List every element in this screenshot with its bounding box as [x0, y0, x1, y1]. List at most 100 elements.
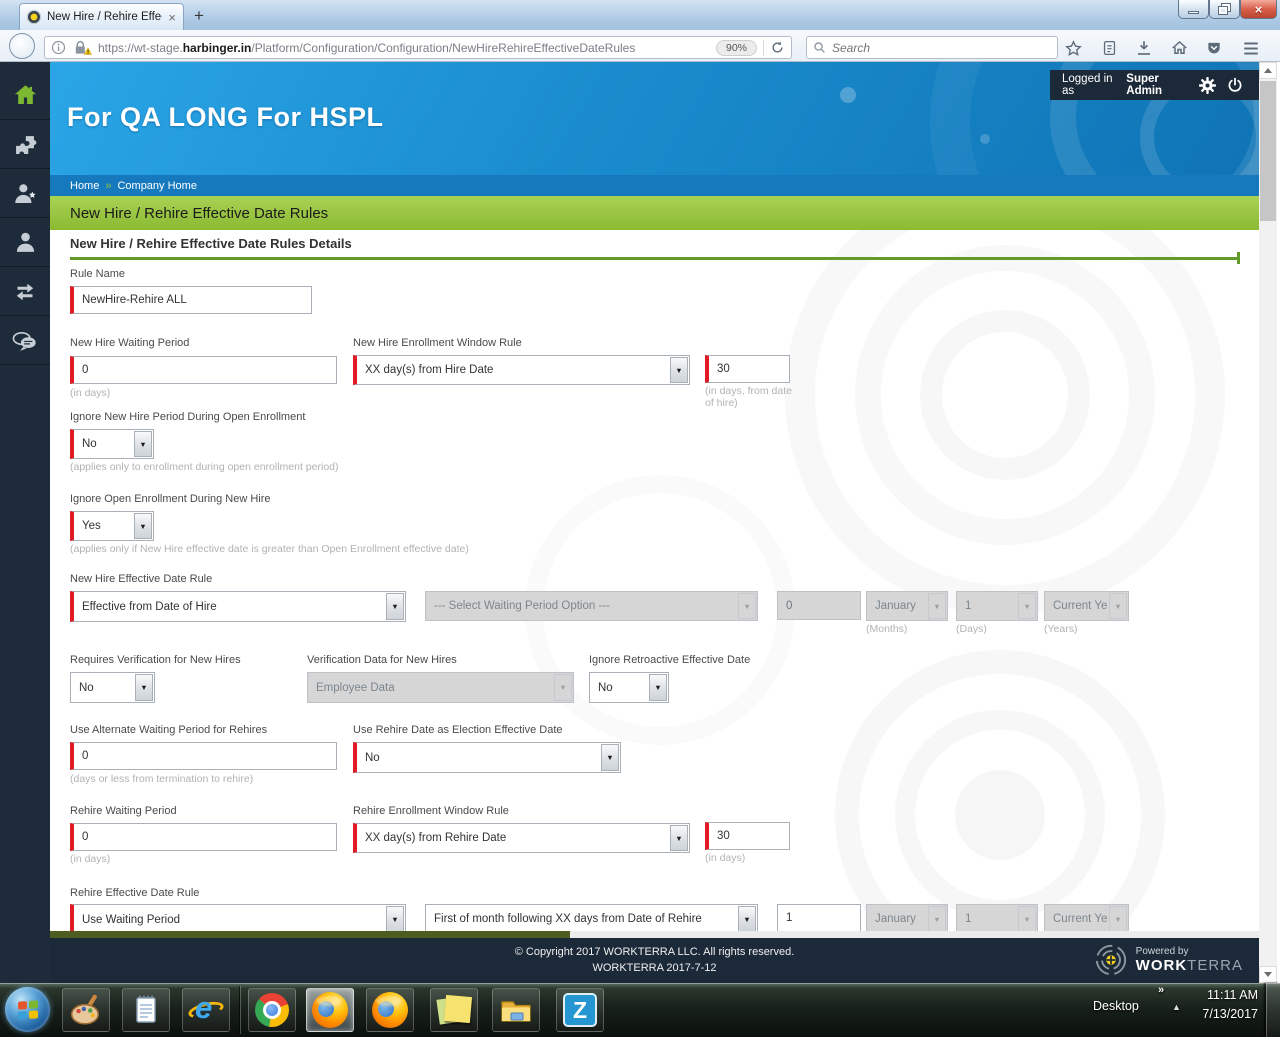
back-button[interactable]	[9, 33, 35, 59]
taskbar-chrome[interactable]	[248, 988, 296, 1032]
field-hint: (Days)	[956, 623, 987, 635]
chrome-icon	[255, 993, 289, 1027]
scrollbar-thumb[interactable]	[1260, 81, 1276, 221]
rehire-date-election-label: Use Rehire Date as Election Effective Da…	[353, 724, 563, 736]
rehire-waiting-period-input[interactable]	[70, 823, 337, 851]
ignore-open-enrollment-select[interactable]: Yes ▼	[70, 511, 154, 541]
requires-verification-select[interactable]: No ▼	[70, 672, 155, 703]
scroll-up-button[interactable]	[1259, 62, 1277, 79]
window-restore-button[interactable]	[1209, 0, 1240, 19]
show-hidden-icons-arrow[interactable]: ▲	[1172, 1002, 1181, 1012]
rehire-enrollment-window-rule-select[interactable]: XX day(s) from Rehire Date ▼	[353, 823, 690, 853]
pocket-icon[interactable]	[1203, 38, 1225, 58]
window-minimize-button[interactable]	[1178, 0, 1209, 19]
zoom-level-badge[interactable]: 90%	[715, 39, 757, 56]
alternate-waiting-period-input[interactable]	[70, 742, 337, 770]
settings-gear-icon[interactable]	[1195, 76, 1219, 94]
browser-tab[interactable]: New Hire / Rehire Effective D ×	[19, 3, 184, 30]
taskbar-firefox-active[interactable]	[306, 988, 354, 1032]
desktop-toolbar[interactable]: Desktop	[1093, 999, 1139, 1013]
new-hire-window-days-input[interactable]	[705, 355, 790, 383]
ignore-retroactive-select[interactable]: No ▼	[589, 672, 669, 703]
taskbar-paint[interactable]	[62, 988, 110, 1032]
new-tab-button[interactable]: +	[194, 6, 204, 25]
clock-time[interactable]: 11:11 AM	[1207, 988, 1258, 1002]
search-box[interactable]	[806, 36, 1058, 59]
reload-icon[interactable]	[770, 40, 785, 55]
taskbar-internet-explorer[interactable]: e	[182, 988, 230, 1032]
taskbar-z-app[interactable]: Z	[556, 988, 604, 1032]
banner-decoration-ring	[930, 62, 1259, 175]
transfer-arrows-icon	[16, 283, 34, 300]
sidebar-item-employee[interactable]	[0, 218, 50, 267]
watermark-ring	[955, 770, 1045, 860]
rehire-rule-option-select[interactable]: First of month following XX days from Da…	[425, 904, 758, 934]
tab-title: New Hire / Rehire Effective D	[47, 11, 162, 23]
dropdown-arrow-icon: ▼	[554, 674, 572, 701]
bookmark-star-icon[interactable]	[1062, 38, 1084, 58]
banner-decoration-dot	[980, 134, 990, 144]
rule-name-input[interactable]	[70, 286, 312, 314]
ignore-new-hire-period-select[interactable]: No ▼	[70, 429, 154, 459]
re-extra-days-input[interactable]	[777, 904, 861, 932]
taskbar-firefox[interactable]	[366, 988, 414, 1032]
breadcrumb-current-link[interactable]: Company Home	[117, 179, 197, 192]
menu-hamburger-icon[interactable]	[1240, 38, 1262, 58]
new-hire-enrollment-window-rule-select[interactable]: XX day(s) from Hire Date ▼	[353, 355, 690, 385]
puzzle-icon	[16, 135, 37, 154]
copyright-line: © Copyright 2017 WORKTERRA LLC. All righ…	[514, 946, 795, 958]
url-bar[interactable]: https://wt-stage.harbinger.in/Platform/C…	[44, 36, 792, 59]
logged-in-bar: Logged in as Super Admin	[1050, 70, 1259, 100]
nh-extra-days-input-disabled	[777, 591, 861, 620]
tab-close-icon[interactable]: ×	[168, 9, 176, 25]
clock-date[interactable]: 7/13/2017	[1202, 1007, 1258, 1021]
taskbar-file-explorer[interactable]	[492, 988, 540, 1032]
taskbar-notepad[interactable]	[122, 988, 170, 1032]
select-value: 1	[965, 913, 972, 925]
scroll-down-button[interactable]	[1259, 966, 1277, 983]
watermark-ring	[920, 310, 1090, 480]
sidebar-item-messages[interactable]	[0, 316, 50, 365]
reading-list-icon[interactable]	[1098, 38, 1120, 58]
rehire-window-days-input[interactable]	[705, 822, 790, 850]
verification-data-select-disabled: Employee Data ▼	[307, 672, 574, 703]
select-value: Employee Data	[316, 681, 395, 694]
toolbar-overflow-chevron[interactable]: »	[1158, 984, 1165, 996]
url-text[interactable]: https://wt-stage.harbinger.in/Platform/C…	[98, 41, 710, 55]
re-month-select-disabled: January ▼	[866, 904, 948, 934]
page-info-icon[interactable]	[51, 40, 66, 55]
select-value: Effective from Date of Hire	[82, 600, 217, 613]
show-desktop-button[interactable]	[1266, 983, 1280, 1037]
ignore-open-enrollment-label: Ignore Open Enrollment During New Hire	[70, 493, 271, 505]
divider	[50, 931, 570, 938]
field-hint: (in days)	[70, 853, 111, 865]
search-input[interactable]	[832, 40, 1051, 55]
rehire-date-election-select[interactable]: No ▼	[353, 742, 621, 773]
sidebar-item-transfers[interactable]	[0, 267, 50, 316]
taskbar-sticky-notes[interactable]	[430, 988, 478, 1032]
sidebar-item-modules[interactable]	[0, 120, 50, 169]
app-footer: © Copyright 2017 WORKTERRA LLC. All righ…	[50, 938, 1259, 983]
field-hint: (in days)	[705, 852, 746, 864]
sidebar-item-home[interactable]	[0, 70, 50, 119]
sidebar-item-employee-add[interactable]	[0, 169, 50, 218]
url-scheme: https://wt-stage.	[98, 40, 183, 55]
divider	[0, 217, 50, 218]
site-favicon-icon	[27, 10, 41, 24]
page-title: New Hire / Rehire Effective Date Rules	[70, 204, 329, 222]
start-button[interactable]	[5, 987, 50, 1032]
paint-icon	[70, 994, 100, 1025]
window-close-button[interactable]: ×	[1240, 0, 1277, 19]
breadcrumb-home-link[interactable]: Home	[70, 179, 100, 192]
notepad-icon	[136, 995, 156, 1023]
downloads-icon[interactable]	[1133, 38, 1155, 58]
page-scrollbar[interactable]	[1259, 62, 1277, 983]
logout-power-icon[interactable]	[1223, 77, 1247, 93]
minimize-icon	[1188, 10, 1199, 14]
new-hire-waiting-period-input[interactable]	[70, 356, 337, 384]
divider	[763, 39, 764, 56]
home-icon[interactable]	[1168, 38, 1190, 58]
new-hire-effective-date-rule-select[interactable]: Effective from Date of Hire ▼	[70, 591, 406, 622]
mixed-content-lock-warning-icon[interactable]	[72, 39, 92, 56]
